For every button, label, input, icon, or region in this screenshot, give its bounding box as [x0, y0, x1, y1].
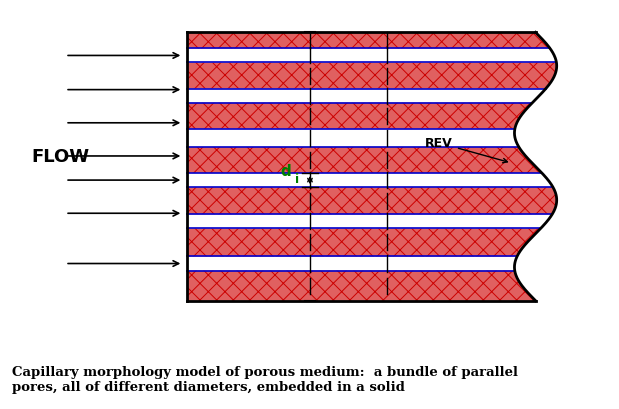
Polygon shape	[187, 257, 517, 271]
Text: i: i	[295, 172, 299, 185]
Text: Capillary morphology model of porous medium:  a bundle of parallel
pores, all of: Capillary morphology model of porous med…	[12, 365, 518, 393]
Polygon shape	[187, 215, 552, 229]
Text: FLOW: FLOW	[32, 148, 90, 166]
Text: d: d	[280, 163, 291, 178]
Text: REV: REV	[425, 137, 508, 164]
Polygon shape	[187, 90, 546, 103]
Polygon shape	[187, 33, 556, 301]
Polygon shape	[187, 130, 519, 148]
Polygon shape	[187, 49, 556, 63]
Polygon shape	[187, 174, 553, 188]
